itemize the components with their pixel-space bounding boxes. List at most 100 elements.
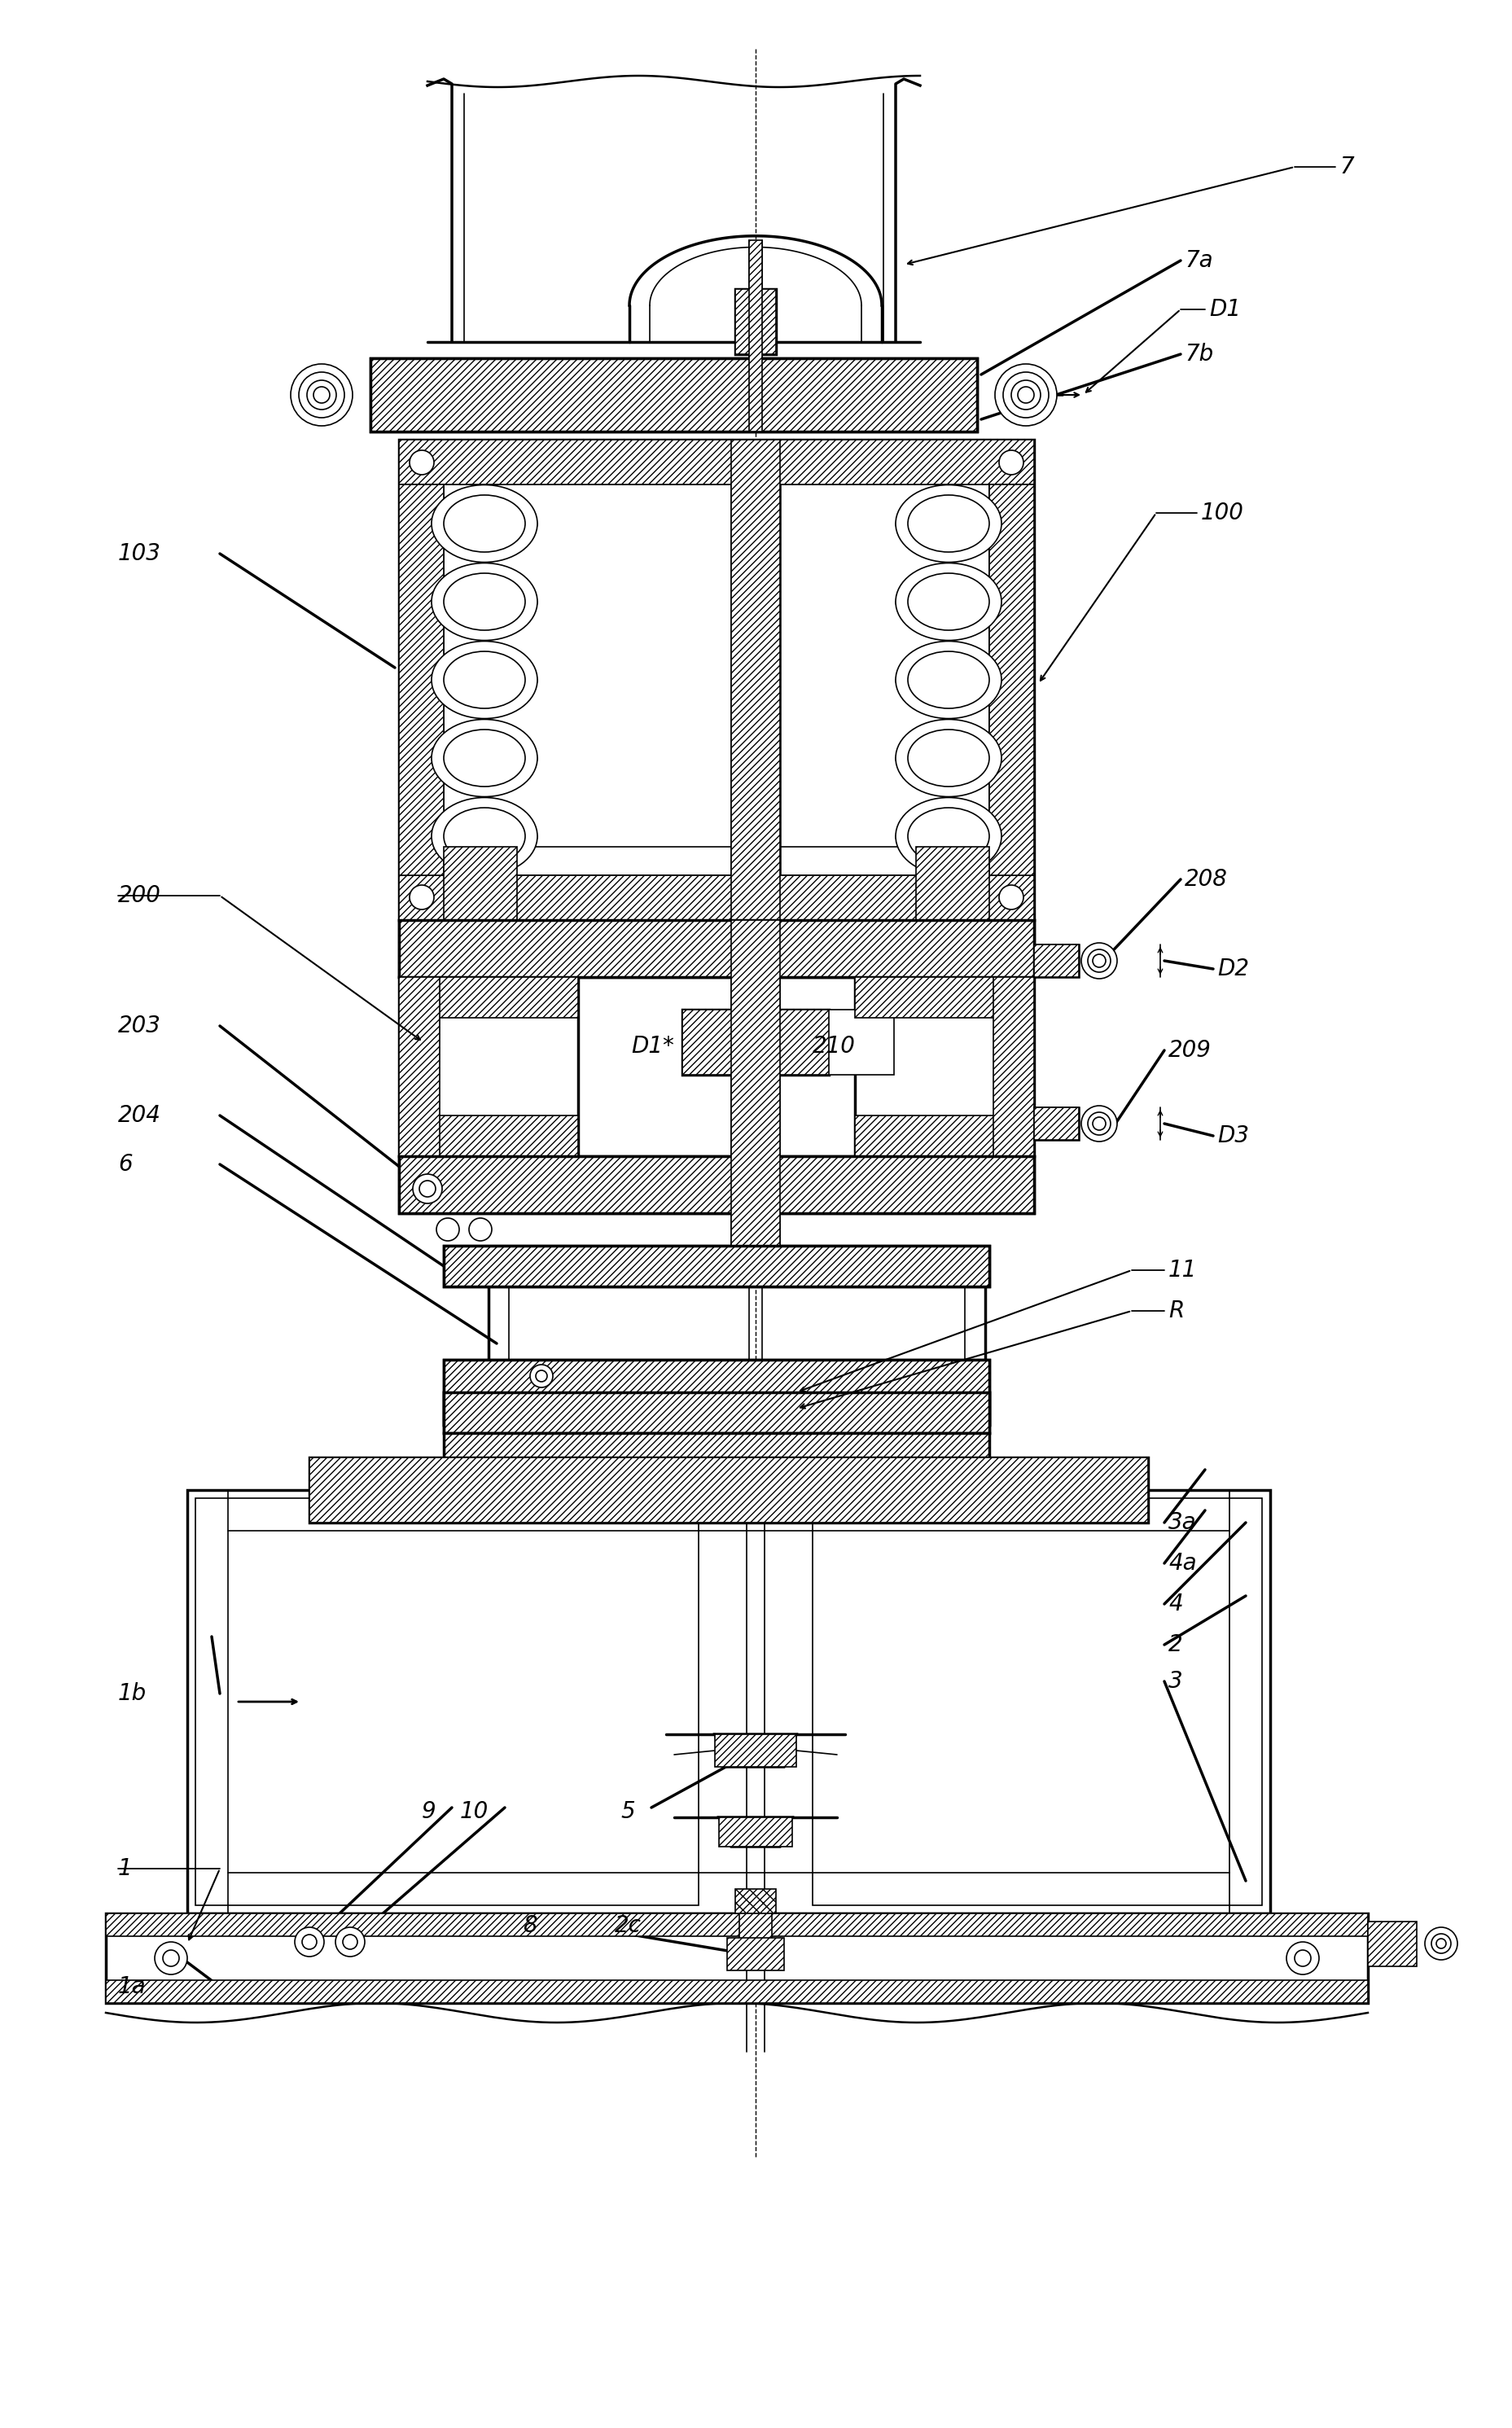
Circle shape [531,1365,553,1386]
Circle shape [299,371,345,418]
Text: 3a: 3a [1169,1510,1196,1534]
Circle shape [999,886,1024,910]
Circle shape [469,1219,491,1241]
Circle shape [410,886,434,910]
Ellipse shape [443,651,525,709]
Bar [682,1010,829,1076]
Ellipse shape [431,486,537,563]
Bar [399,920,1034,976]
Circle shape [295,1928,324,1957]
Bar [187,1491,1270,1913]
Bar [854,976,1034,1156]
Circle shape [307,381,336,410]
Bar [747,439,765,920]
Bar [443,1246,989,1287]
Bar [748,240,762,432]
Bar [732,439,780,920]
Text: 2: 2 [1169,1634,1182,1656]
Text: 4: 4 [1169,1593,1182,1615]
Bar [399,486,443,874]
Text: 1a: 1a [118,1976,147,1998]
Bar [732,439,780,920]
Bar [443,847,517,920]
Polygon shape [715,1734,797,1768]
Ellipse shape [443,728,525,787]
Bar [399,439,1034,920]
Bar [443,1433,989,1457]
Bar [812,1498,1263,1906]
Bar [682,1010,829,1076]
Ellipse shape [895,486,1001,563]
Ellipse shape [907,495,989,551]
Bar [797,1010,894,1076]
Text: 7a: 7a [1185,250,1213,272]
Text: 2c: 2c [615,1913,641,1938]
Bar [443,1360,989,1425]
Bar [739,1913,773,1945]
Text: 3: 3 [1169,1670,1182,1692]
Circle shape [1018,386,1034,403]
Circle shape [163,1950,178,1967]
Circle shape [1087,949,1111,971]
Text: 208: 208 [1185,867,1228,891]
Circle shape [1087,1112,1111,1134]
Bar [443,486,989,874]
Bar [399,976,578,1156]
Circle shape [1093,954,1105,966]
Bar [443,1391,989,1433]
Circle shape [419,1180,435,1197]
Bar [106,1913,1368,1935]
Bar [399,874,1034,920]
Ellipse shape [895,719,1001,796]
Bar [399,1156,1034,1214]
Text: 7b: 7b [1185,342,1214,367]
Text: 9: 9 [422,1799,435,1823]
Bar [732,920,780,1246]
Circle shape [1081,1105,1117,1141]
Text: 1b: 1b [118,1683,147,1704]
Bar [370,359,977,432]
Ellipse shape [895,641,1001,719]
Ellipse shape [907,651,989,709]
Text: 8: 8 [523,1913,537,1938]
Circle shape [995,364,1057,425]
Text: D1: D1 [1210,299,1241,320]
Text: 4a: 4a [1169,1551,1196,1576]
Bar [106,1981,1368,2003]
Bar [732,920,780,1246]
Ellipse shape [443,809,525,864]
Circle shape [154,1942,187,1974]
Text: 209: 209 [1169,1039,1211,1061]
Polygon shape [718,1816,792,1848]
Bar [310,1457,1148,1522]
Ellipse shape [431,563,537,641]
Bar [735,289,776,354]
Bar [443,1391,989,1433]
Text: 100: 100 [1201,503,1244,524]
Circle shape [999,449,1024,476]
Text: 5: 5 [621,1799,635,1823]
Circle shape [336,1928,364,1957]
Ellipse shape [895,796,1001,874]
Circle shape [413,1175,442,1204]
Bar [399,1114,578,1156]
Circle shape [1081,942,1117,978]
Text: 103: 103 [118,541,162,566]
Text: D3: D3 [1217,1124,1249,1148]
Text: 210: 210 [812,1034,856,1059]
Ellipse shape [431,796,537,874]
Bar [916,847,989,920]
Circle shape [1424,1928,1458,1959]
Bar [735,1889,776,1913]
Bar [993,976,1034,1156]
Bar [1034,944,1080,976]
Bar [854,1114,1034,1156]
Circle shape [343,1935,357,1950]
Bar [1034,944,1080,976]
Circle shape [313,386,330,403]
Bar [399,976,578,1017]
Bar [1034,1107,1080,1139]
Circle shape [1436,1938,1445,1947]
Bar [727,1938,785,1972]
Text: D1*: D1* [631,1034,674,1059]
